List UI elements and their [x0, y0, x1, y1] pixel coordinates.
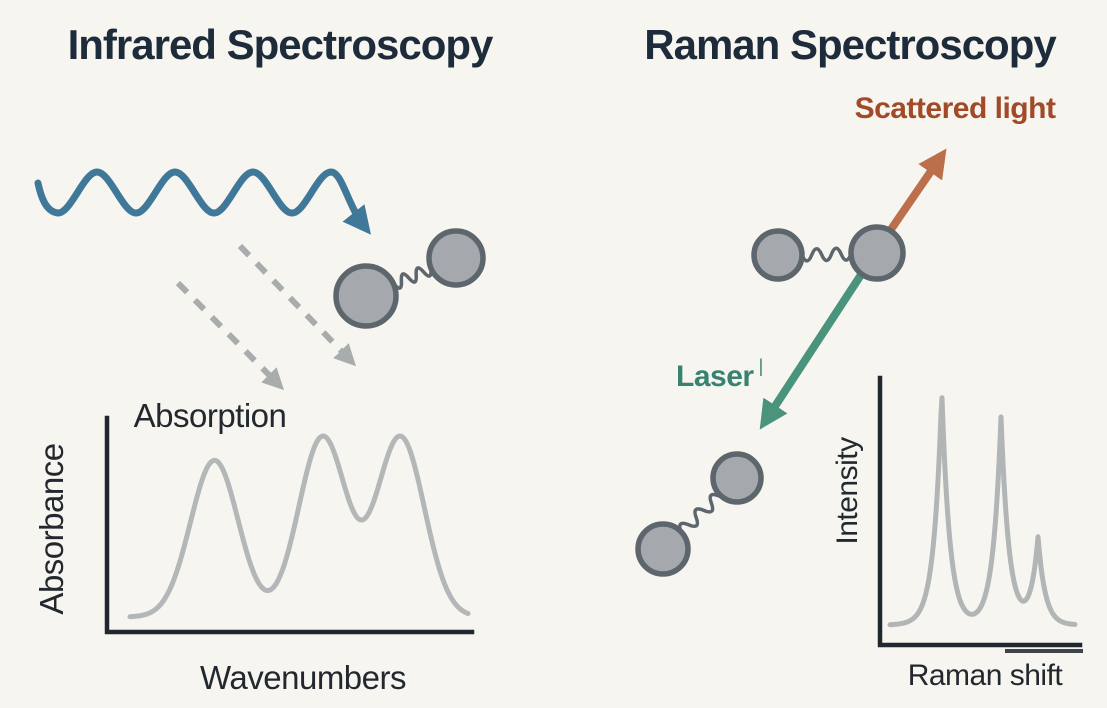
- raman-title: Raman Spectroscopy: [644, 21, 1056, 68]
- raman-spectrum-chart: [877, 375, 1083, 653]
- molecule-atom: [333, 263, 399, 329]
- ir-chart-axes: [104, 415, 475, 635]
- molecule-atom: [635, 521, 691, 577]
- ir-photon-wave-arrow: [34, 168, 371, 235]
- absorption-dashed-arrow-1: [237, 243, 356, 367]
- bond-spring: [392, 266, 433, 290]
- molecule-atom: [848, 224, 906, 282]
- raman-chart-axes: [877, 375, 1083, 648]
- laser-superscript-mark: |: [758, 356, 764, 376]
- ir-title: Infrared Spectroscopy: [67, 21, 494, 68]
- laser-beam-arrow: [759, 255, 876, 430]
- raman-spectrum-curve: [887, 395, 1078, 628]
- bond-spring: [800, 246, 853, 263]
- ir-chart-title: Absorption: [133, 397, 287, 434]
- ir-molecule: [333, 228, 486, 329]
- scattered-light-label: Scattered light: [854, 92, 1056, 125]
- molecule-atom: [426, 228, 486, 288]
- raman-x-axis-label: Raman shift: [907, 659, 1063, 692]
- ir-spectrum-curve: [127, 433, 471, 620]
- raman-y-axis-label: Intensity: [831, 437, 864, 545]
- laser-label-text: Laser: [676, 360, 754, 393]
- ir-y-axis-label: Absorbance: [33, 443, 70, 615]
- laser-label: Laser |: [676, 356, 806, 394]
- raman-molecule-top: [751, 224, 906, 282]
- bond-spring: [678, 492, 721, 534]
- absorption-dashed-arrow-2: [175, 280, 285, 391]
- molecule-atom: [710, 451, 764, 505]
- molecule-atom: [751, 228, 805, 282]
- ir-spectrum-chart: [104, 415, 475, 635]
- raman-molecule-bottom: [635, 451, 764, 577]
- ir-x-axis-label: Wavenumbers: [199, 659, 407, 696]
